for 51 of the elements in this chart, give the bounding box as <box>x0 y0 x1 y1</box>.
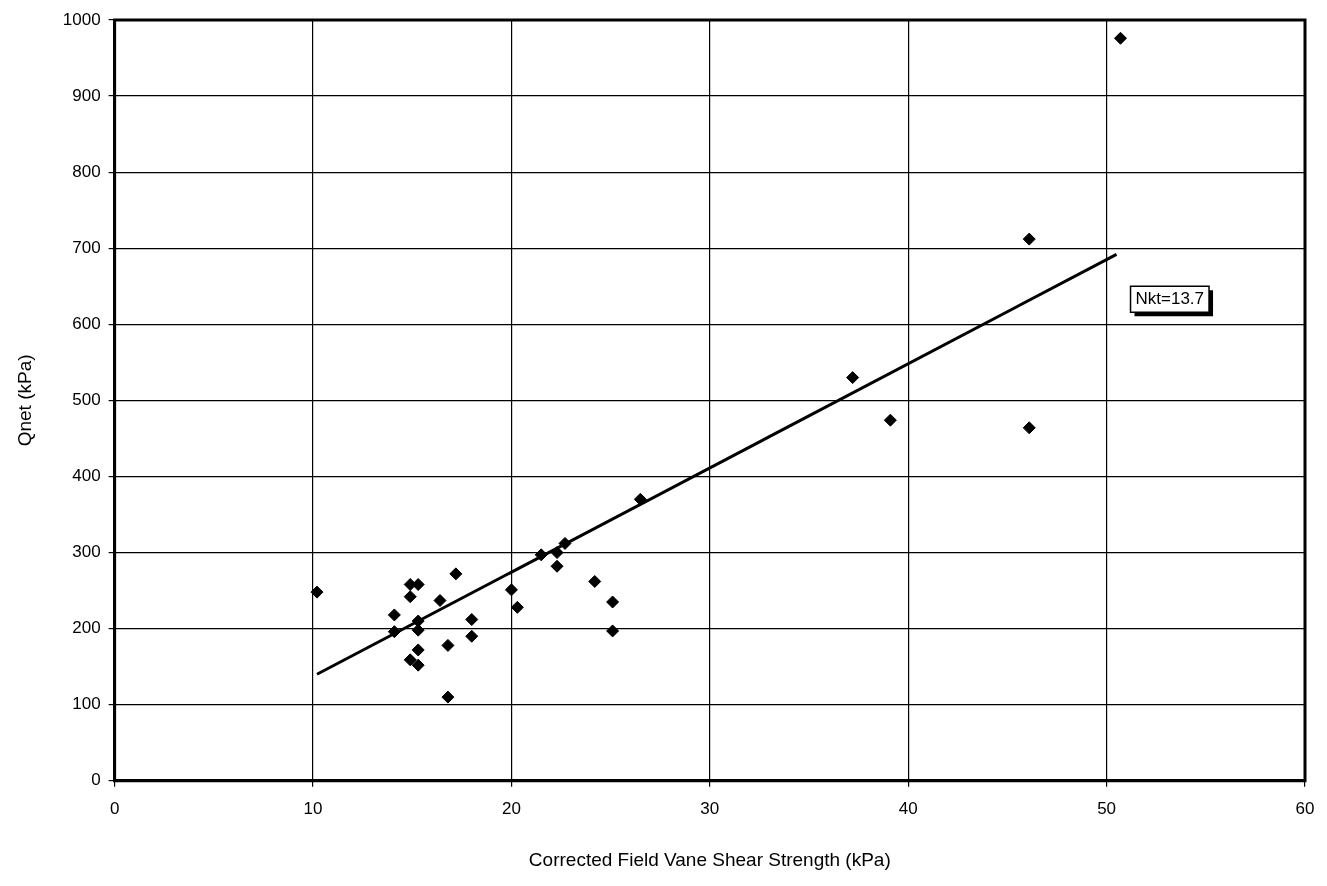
point <box>449 567 463 581</box>
point <box>883 413 897 427</box>
point <box>403 590 417 604</box>
point <box>606 624 620 638</box>
y-tick-label: 700 <box>72 237 101 257</box>
point <box>441 690 455 704</box>
point <box>411 643 425 657</box>
point <box>846 371 860 385</box>
point <box>510 600 524 614</box>
point <box>411 623 425 637</box>
point <box>433 593 447 607</box>
point <box>465 629 479 643</box>
y-tick-label: 100 <box>72 694 101 714</box>
y-tick-label: 0 <box>91 770 101 790</box>
y-tick-label: 300 <box>72 542 101 562</box>
x-tick-label: 0 <box>109 798 120 818</box>
point <box>550 546 564 560</box>
x-tick-label: 40 <box>898 798 918 818</box>
point <box>504 583 518 597</box>
y-tick-label: 500 <box>72 390 101 410</box>
y-tick-label: 1000 <box>62 9 101 29</box>
x-tick-label: 50 <box>1097 798 1117 818</box>
point <box>411 658 425 672</box>
x-tick-label: 20 <box>501 798 521 818</box>
point <box>550 559 564 573</box>
y-tick-label: 200 <box>72 618 101 638</box>
y-tick-label: 800 <box>72 161 101 181</box>
point <box>1022 232 1036 246</box>
point <box>411 614 425 628</box>
point <box>606 595 620 609</box>
point <box>558 536 572 550</box>
y-tick-label: 600 <box>72 314 101 334</box>
point <box>465 613 479 627</box>
annotation: Nkt=13.7 <box>1135 289 1205 309</box>
point <box>1113 31 1127 45</box>
point <box>387 625 401 639</box>
point <box>1022 421 1036 435</box>
point <box>588 574 602 588</box>
x-tick-label: 30 <box>700 798 720 818</box>
point <box>310 585 324 599</box>
y-tick-label: 400 <box>72 466 101 486</box>
y-axis-title: Qnet (kPa) <box>13 354 35 447</box>
point <box>387 608 401 622</box>
x-tick-label: 10 <box>303 798 323 818</box>
point <box>441 638 455 652</box>
x-tick-label: 60 <box>1295 798 1315 818</box>
point <box>403 653 417 667</box>
x-axis-title: Corrected Field Vane Shear Strength (kPa) <box>528 848 891 870</box>
y-tick-label: 900 <box>72 85 101 105</box>
point <box>633 492 647 506</box>
point <box>534 548 548 562</box>
